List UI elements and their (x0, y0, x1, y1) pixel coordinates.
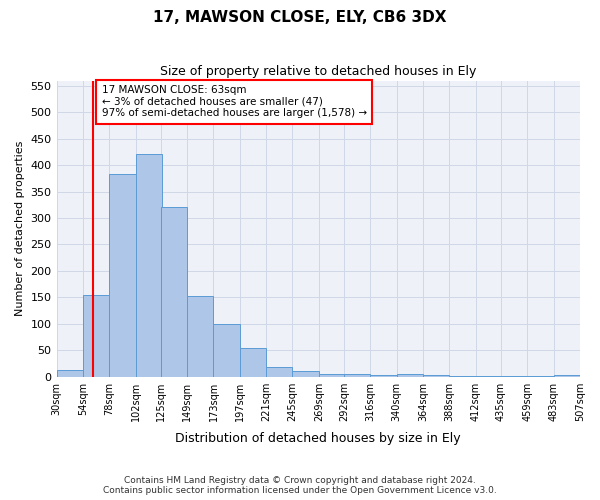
Bar (214, 324, 240, 376)
Title: Size of property relative to detached houses in Ely: Size of property relative to detached ho… (160, 65, 476, 78)
Y-axis label: Number of detached properties: Number of detached properties (15, 141, 25, 316)
Bar (319, 374, 345, 376)
Bar (240, 348, 266, 376)
Bar (292, 372, 319, 376)
Bar (370, 375, 397, 376)
Bar (109, 174, 136, 376)
Text: 17 MAWSON CLOSE: 63sqm
← 3% of detached houses are smaller (47)
97% of semi-deta: 17 MAWSON CLOSE: 63sqm ← 3% of detached … (101, 85, 367, 118)
Bar (266, 366, 292, 376)
Bar (187, 296, 214, 376)
Bar (56, 370, 83, 376)
Text: 17, MAWSON CLOSE, ELY, CB6 3DX: 17, MAWSON CLOSE, ELY, CB6 3DX (153, 10, 447, 25)
Bar (161, 208, 187, 376)
Bar (83, 294, 109, 376)
Text: Contains HM Land Registry data © Crown copyright and database right 2024.
Contai: Contains HM Land Registry data © Crown c… (103, 476, 497, 495)
X-axis label: Distribution of detached houses by size in Ely: Distribution of detached houses by size … (175, 432, 461, 445)
Bar (554, 375, 580, 376)
Bar (423, 375, 449, 376)
Bar (397, 374, 423, 376)
Bar (136, 154, 162, 376)
Bar (344, 374, 370, 376)
